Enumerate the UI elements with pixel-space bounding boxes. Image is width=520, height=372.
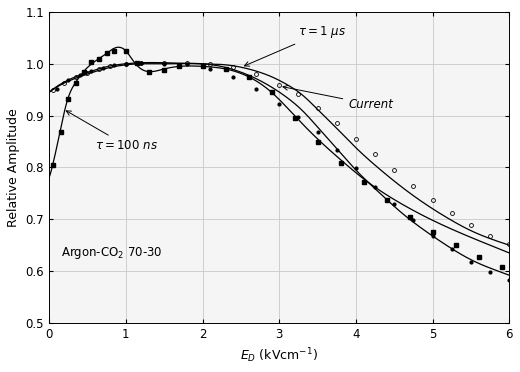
Text: $\tau = 100\ ns$: $\tau = 100\ ns$ [66, 111, 158, 152]
Text: Current: Current [283, 86, 393, 111]
X-axis label: $E_D$ (kVcm$^{-1}$): $E_D$ (kVcm$^{-1}$) [240, 346, 318, 365]
Text: Argon-CO$_2$ 70-30: Argon-CO$_2$ 70-30 [61, 244, 162, 260]
Text: $\tau = 1\ \mu s$: $\tau = 1\ \mu s$ [244, 24, 346, 66]
Y-axis label: Relative Amplitude: Relative Amplitude [7, 108, 20, 227]
